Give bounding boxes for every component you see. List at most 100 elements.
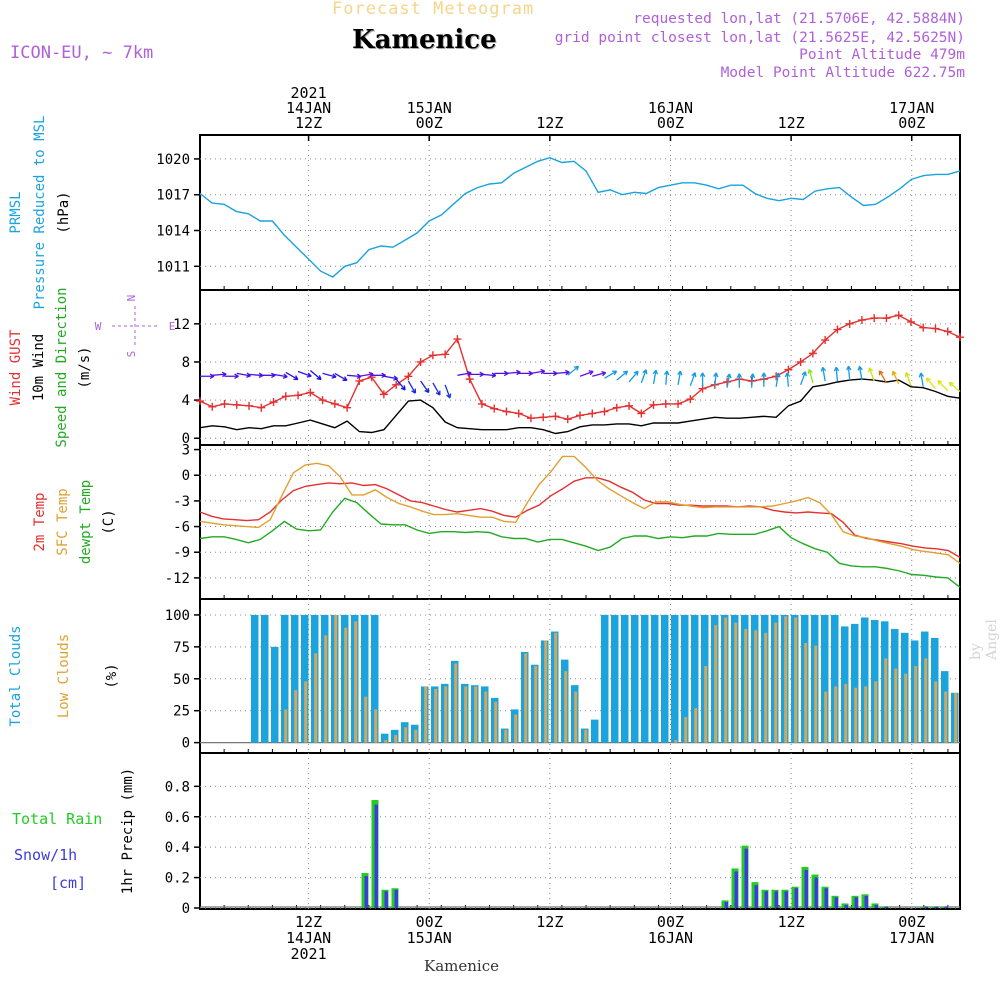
ylabel-clouds: (%) bbox=[104, 663, 120, 688]
snow-bar bbox=[884, 906, 888, 908]
gust-marker bbox=[588, 409, 597, 418]
ytick-label: 12 bbox=[173, 317, 190, 333]
snow-bar bbox=[944, 906, 948, 908]
low-cloud-bar bbox=[344, 627, 348, 743]
low-cloud-bar bbox=[504, 729, 508, 743]
low-cloud-bar bbox=[874, 681, 878, 743]
low-cloud-bar bbox=[584, 729, 588, 743]
panel-pressure: 1011 1014 1017 1020 PRMSL Pressure Reduced to… bbox=[8, 116, 961, 310]
gust-marker bbox=[245, 401, 254, 410]
compass-s: S bbox=[125, 351, 138, 358]
model-name: ICON-EU, ~ 7km bbox=[10, 43, 154, 63]
ytick-label: 0.2 bbox=[165, 871, 190, 887]
snow-bar bbox=[814, 877, 818, 908]
bottom-time-label: 2021 bbox=[291, 945, 327, 963]
low-cloud-bar bbox=[914, 666, 918, 743]
ylabel-pressure: Pressure Reduced to MSL bbox=[32, 116, 48, 310]
total-cloud-bar bbox=[281, 614, 289, 743]
snow-bar bbox=[374, 804, 378, 908]
wind-arrow bbox=[592, 370, 607, 377]
low-cloud-bar bbox=[334, 614, 338, 743]
low-cloud-bar bbox=[814, 645, 818, 743]
ytick-label: 0 bbox=[182, 468, 190, 484]
low-cloud-bar bbox=[424, 686, 428, 743]
gust-marker bbox=[821, 336, 830, 345]
gust-marker bbox=[919, 323, 928, 332]
bottom-time-label: 12Z bbox=[295, 913, 322, 931]
wind-arrow bbox=[200, 373, 215, 379]
low-cloud-bar bbox=[884, 658, 888, 743]
low-cloud-bar bbox=[444, 686, 448, 743]
total-cloud-bar bbox=[861, 617, 869, 743]
wind-arrow bbox=[775, 372, 781, 387]
wind-arrow bbox=[248, 372, 264, 378]
snow-bar bbox=[744, 848, 748, 908]
total-cloud-bar bbox=[291, 614, 299, 743]
ytick-label: -9 bbox=[173, 545, 190, 561]
low-cloud-bar bbox=[824, 691, 828, 743]
gust-marker bbox=[857, 316, 866, 325]
legend-snow-unit: [cm] bbox=[50, 874, 86, 892]
gust-marker bbox=[416, 357, 425, 366]
gust-marker bbox=[906, 317, 915, 326]
ylabel-temperature: 2m Temp bbox=[32, 492, 48, 551]
wind-arrow bbox=[383, 375, 399, 381]
panel-precip: 0 0.2 0.4 0.6 0.8 1hr Precip (mm) bbox=[120, 752, 961, 917]
low-cloud-bar bbox=[374, 709, 378, 743]
total-cloud-bar bbox=[301, 614, 309, 743]
point-altitude: Point Altitude 479m bbox=[799, 47, 965, 63]
snow-bar bbox=[834, 897, 838, 908]
total-cloud-bar bbox=[371, 614, 379, 743]
wind-arrow bbox=[543, 370, 558, 377]
low-cloud-bar bbox=[284, 709, 288, 743]
gust-marker bbox=[833, 325, 842, 334]
wind-arrow bbox=[395, 378, 406, 391]
gust-marker bbox=[306, 388, 315, 397]
gridpoint-coords: grid point closest lon,lat (21.5625E, 42… bbox=[554, 30, 965, 46]
ylabel-temperature: dewpt Temp bbox=[78, 480, 94, 564]
compass-e: E bbox=[169, 320, 176, 333]
low-cloud-bar bbox=[934, 681, 938, 743]
series-wind-10m bbox=[199, 378, 961, 435]
low-cloud-bar bbox=[464, 686, 468, 743]
low-cloud-bar bbox=[434, 688, 438, 743]
wind-arrow bbox=[689, 372, 697, 387]
legend-total-rain: Total Rain bbox=[12, 810, 102, 828]
gust-marker bbox=[637, 409, 646, 418]
wind-arrow bbox=[820, 366, 827, 382]
wind-arrow bbox=[846, 365, 852, 381]
wind-arrow bbox=[530, 368, 546, 375]
gust-marker bbox=[318, 396, 327, 405]
low-cloud-bar bbox=[684, 717, 688, 743]
bottom-time-label: 12Z bbox=[536, 913, 563, 931]
wind-arrow bbox=[261, 372, 276, 379]
ytick-label: 1020 bbox=[156, 152, 190, 168]
top-time-label: 17JAN bbox=[889, 99, 934, 117]
gust-marker bbox=[514, 409, 523, 418]
low-cloud-bar bbox=[414, 729, 418, 743]
low-cloud-bar bbox=[894, 668, 898, 743]
total-cloud-bar bbox=[691, 614, 699, 743]
wind-arrow bbox=[833, 366, 840, 382]
top-time-label: 14JAN bbox=[286, 99, 331, 117]
snow-bar bbox=[764, 891, 768, 908]
total-cloud-bar bbox=[631, 614, 639, 743]
low-cloud-bar bbox=[324, 635, 328, 743]
low-cloud-bar bbox=[714, 625, 718, 743]
total-cloud-bar bbox=[601, 614, 609, 743]
low-cloud-bar bbox=[394, 734, 398, 743]
low-cloud-bar bbox=[924, 658, 928, 743]
gust-marker bbox=[796, 357, 805, 366]
ytick-label: -6 bbox=[173, 520, 190, 536]
gust-marker bbox=[661, 399, 670, 408]
total-cloud-bar bbox=[641, 614, 649, 743]
compass-w: W bbox=[95, 320, 102, 333]
low-cloud-bar bbox=[474, 686, 478, 743]
gust-marker bbox=[956, 333, 964, 342]
snow-bar bbox=[854, 897, 858, 908]
low-cloud-bar bbox=[834, 686, 838, 743]
wind-arrow bbox=[407, 380, 417, 394]
top-time-label: 15JAN bbox=[407, 99, 452, 117]
ytick-label: 75 bbox=[173, 640, 190, 656]
